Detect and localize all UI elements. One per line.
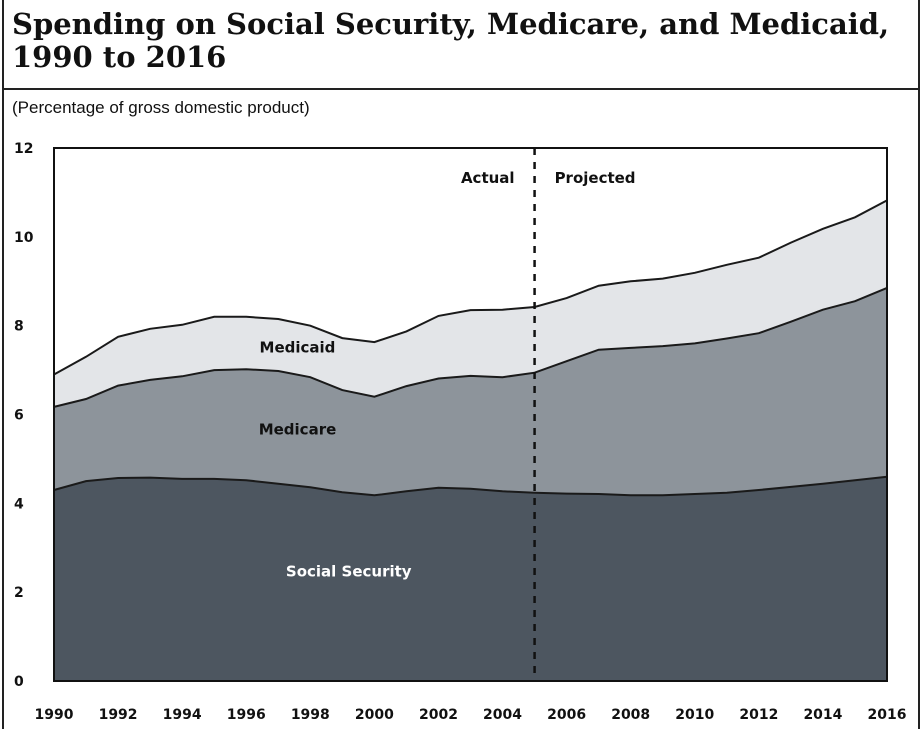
x-tick-label: 2008 [611,707,650,723]
x-tick-label: 2004 [483,707,522,723]
chart-subtitle: (Percentage of gross domestic product) [12,98,310,117]
series-label-medicare: Medicare [259,420,337,438]
x-tick-label: 2012 [739,707,778,723]
title-rule [4,88,918,90]
y-tick-label: 12 [14,141,33,157]
area-medicare [54,287,887,496]
x-tick-label: 1992 [99,707,138,723]
series-label-social-security: Social Security [286,563,412,581]
y-tick-label: 4 [14,496,24,512]
plot-frame [53,147,888,682]
x-tick-label: 2000 [355,707,394,723]
area-social-security [54,476,887,681]
x-tick-label: 1998 [291,707,330,723]
y-tick-label: 2 [14,585,24,601]
y-tick-label: 10 [14,230,34,246]
x-tick-label: 2006 [547,707,586,723]
x-tick-label: 1994 [163,707,202,723]
series-label-medicaid: Medicaid [260,338,336,356]
annotation-projected: Projected [555,169,636,187]
line-medicaid [53,199,888,376]
annotation-actual: Actual [461,169,515,187]
x-tick-label: 2014 [803,707,842,723]
x-tick-label: 1990 [35,707,74,723]
chart-title: Spending on Social Security, Medicare, a… [12,7,890,74]
line-medicare [53,286,888,408]
y-tick-label: 8 [14,319,24,335]
y-tick-label: 6 [14,408,24,424]
line-social-security [53,475,888,497]
x-tick-label: 2002 [419,707,458,723]
x-tick-label: 1996 [227,707,266,723]
area-medicaid [54,200,887,407]
y-tick-label: 0 [14,674,24,690]
x-tick-label: 2016 [868,707,907,723]
x-tick-label: 2010 [675,707,714,723]
